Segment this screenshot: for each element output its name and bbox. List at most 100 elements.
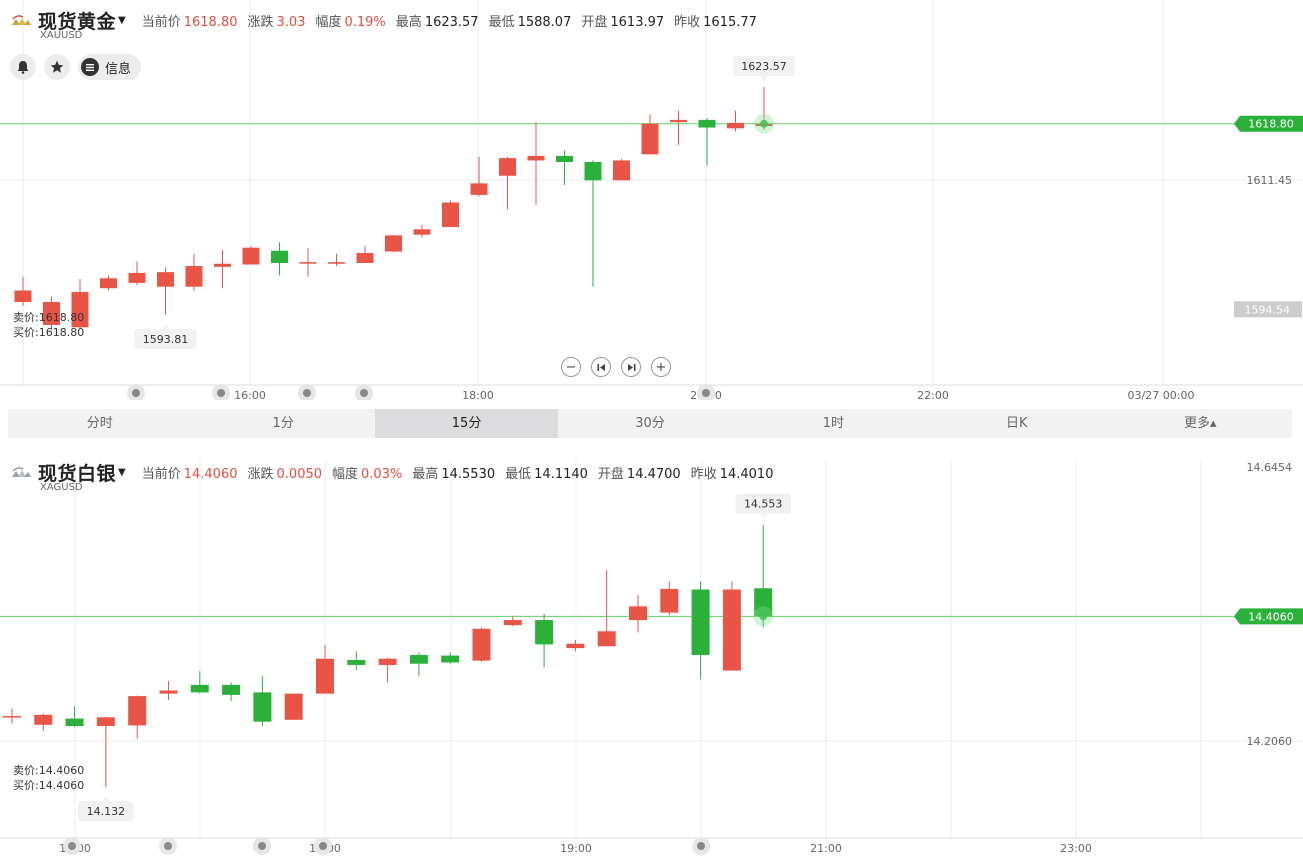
candle-body [43,302,60,325]
candle[interactable] [470,156,488,197]
zoom-in-button[interactable]: + [651,357,671,377]
candle[interactable] [65,706,84,728]
stat-label: 开盘 [597,466,624,482]
gold-candlestick-chart[interactable]: 1611.451594.5416:0018:0020:0022:0003/27 … [0,0,1303,400]
zoom-out-button[interactable]: − [561,357,581,377]
candle[interactable] [722,581,741,671]
tab-4[interactable]: 1时 [822,416,845,431]
stat-value: 0.03% [361,466,403,482]
gold-stat-6: 昨收 1615.77 [674,15,757,30]
silver-candlestick-chart[interactable]: 14.645414.206015:0017:0019:0021:0023:001… [0,452,1303,864]
favorite-button[interactable] [44,54,70,80]
callout-pointer [760,75,768,81]
candle[interactable] [754,524,773,628]
scroll-handle[interactable] [298,384,316,400]
candle[interactable] [556,150,573,185]
candle[interactable] [413,224,431,237]
scroll-handle[interactable] [314,837,332,855]
candle[interactable] [698,118,716,166]
stat-label: 昨收 [690,466,717,482]
candle[interactable] [597,570,616,647]
candle[interactable] [613,158,630,181]
tab-0[interactable]: 分时 [86,416,113,431]
candle-body [441,655,460,663]
scroll-handle[interactable] [253,837,271,855]
candle[interactable] [128,695,147,739]
candle[interactable] [159,681,178,700]
candle[interactable] [328,253,345,267]
candle[interactable] [441,652,460,664]
stat-value: 0.0050 [276,466,323,482]
gold-stat-4: 最低 1588.07 [489,15,572,30]
info-button[interactable]: 信息 [78,54,142,80]
candle[interactable] [385,234,402,253]
candle[interactable] [660,581,679,616]
tab-1[interactable]: 1分 [272,416,294,431]
candle[interactable] [43,296,60,331]
chevron-down-icon[interactable]: ▼ [118,14,126,26]
candle[interactable] [499,156,516,210]
candle[interactable] [271,242,288,276]
candle[interactable] [128,261,146,286]
scroll-handle[interactable] [127,384,145,400]
candle[interactable] [472,627,491,662]
scroll-handle[interactable] [212,384,230,400]
candle[interactable] [299,248,317,277]
silver-ask: 买价:14.4060 [13,779,85,792]
candle[interactable] [347,651,366,670]
candle[interactable] [3,708,21,724]
candle-body [641,123,659,155]
skip-back-button[interactable] [591,357,611,377]
candle[interactable] [253,676,272,727]
candle[interactable] [14,276,32,306]
candle[interactable] [535,613,554,668]
skip-forward-button[interactable] [621,357,641,377]
candle[interactable] [185,253,203,291]
price-tag-bg [1234,608,1303,625]
candle[interactable] [641,114,659,155]
tab-5[interactable]: 日K [1006,416,1028,431]
tab-6[interactable]: 更多▴ [1183,416,1217,431]
candle[interactable] [214,249,231,289]
candle[interactable] [34,713,53,732]
candle[interactable] [409,652,428,677]
gold-bid: 卖价:1618.80 [13,311,85,324]
candle[interactable] [503,615,522,627]
x-axis-label: 23:00 [1060,842,1092,855]
candle[interactable] [727,110,744,132]
candle[interactable] [566,640,585,652]
candle[interactable] [190,671,209,694]
candle[interactable] [316,645,334,694]
candle-body [597,631,616,647]
period-tabs: 分时 1分 15分 30分 1时 日K 更多▴ [8,409,1292,438]
candle[interactable] [242,246,260,265]
candle[interactable] [96,716,115,788]
candle[interactable] [378,657,397,683]
handle-dot [68,842,76,850]
alert-bell-button[interactable] [10,54,36,80]
candle[interactable] [442,200,459,228]
candle[interactable] [157,267,174,316]
scroll-handle[interactable] [697,384,715,400]
tab-2[interactable]: 15分 [374,409,559,438]
candle[interactable] [629,595,647,633]
chevron-down-icon[interactable]: ▼ [118,466,126,478]
tab-3[interactable]: 30分 [635,416,665,431]
candle[interactable] [691,581,710,680]
stat-value: 0.19% [344,14,386,30]
candle-body [613,160,630,181]
scroll-handle[interactable] [63,837,81,855]
candle[interactable] [222,682,241,702]
candle[interactable] [527,122,545,205]
scroll-handle[interactable] [355,384,373,400]
gold-name[interactable]: 现货黄金 [38,10,117,33]
candle[interactable] [670,110,687,146]
scroll-handle[interactable] [692,837,710,855]
candle[interactable] [100,275,117,291]
candle[interactable] [584,160,602,287]
candle[interactable] [356,246,374,263]
silver-name[interactable]: 现货白银 [38,462,117,485]
candle[interactable] [284,693,303,720]
scroll-handle[interactable] [159,837,177,855]
candle[interactable] [71,279,89,329]
